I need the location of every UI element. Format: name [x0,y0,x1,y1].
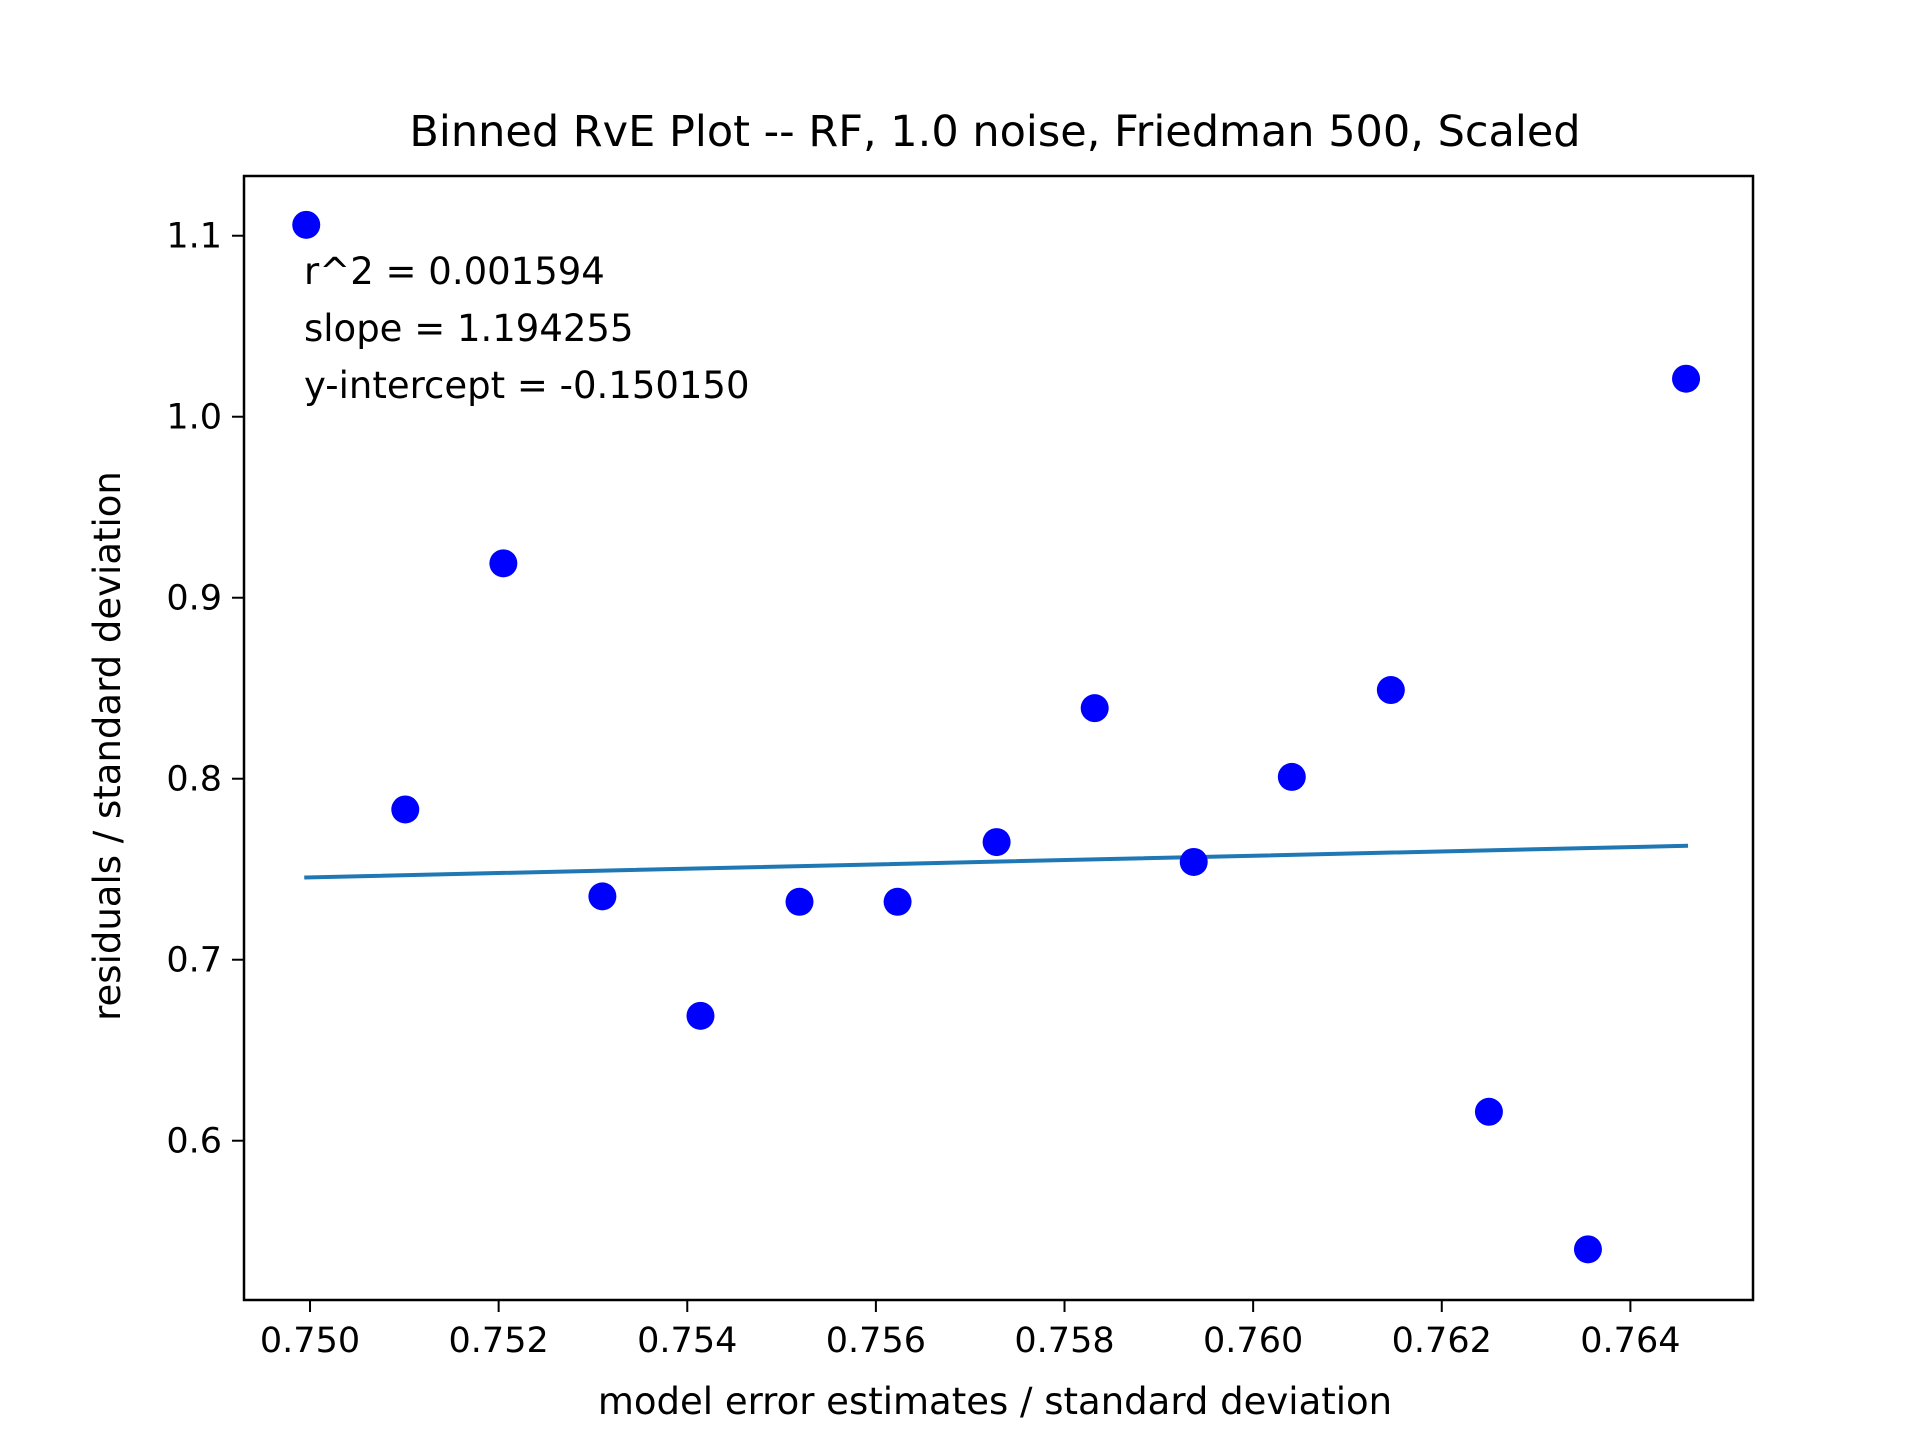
plot-area: 0.750 0.752 0.754 0.756 0.758 0.760 0.762 0.764… [166,174,1755,1361]
data-point [391,795,420,824]
data-point [1080,694,1109,723]
data-point [1179,847,1208,876]
x-tick-label: 0.754 [637,1321,737,1361]
data-point [1573,1235,1602,1264]
data-point [1672,364,1701,393]
annotation-r-squared: r^2 = 0.001594 [304,250,605,293]
data-point [686,1001,715,1030]
x-tick-label: 0.762 [1392,1321,1492,1361]
plot-frame [242,174,1755,1302]
data-point [588,882,617,911]
y-axis-label: residuals / standard deviation [86,471,129,1021]
x-tick-label: 0.758 [1014,1321,1114,1361]
data-point [883,887,912,916]
data-point [292,210,321,239]
data-point [1376,676,1405,705]
data-point [489,549,518,578]
annotation-y-intercept: y-intercept = -0.150150 [304,364,750,407]
fit-line [304,843,1689,880]
x-tick-label: 0.756 [826,1321,926,1361]
data-point [785,887,814,916]
data-point [1277,762,1306,791]
x-tick-label: 0.764 [1580,1321,1680,1361]
data-point [1474,1097,1503,1126]
y-tick-label: 0.6 [166,1122,222,1162]
y-tick-label: 0.7 [166,941,222,981]
annotation-slope: slope = 1.194255 [304,307,634,350]
y-tick-label: 1.1 [166,217,222,257]
data-point [982,828,1011,857]
x-tick-label: 0.750 [260,1321,360,1361]
chart-title: Binned RvE Plot -- RF, 1.0 noise, Friedm… [409,107,1580,157]
y-tick-label: 0.8 [166,760,222,800]
y-tick-label: 0.9 [166,579,222,619]
x-tick-label: 0.752 [449,1321,549,1361]
x-tick-label: 0.760 [1203,1321,1303,1361]
y-tick-label: 1.0 [166,398,222,438]
x-axis-label: model error estimates / standard deviati… [598,1380,1392,1423]
